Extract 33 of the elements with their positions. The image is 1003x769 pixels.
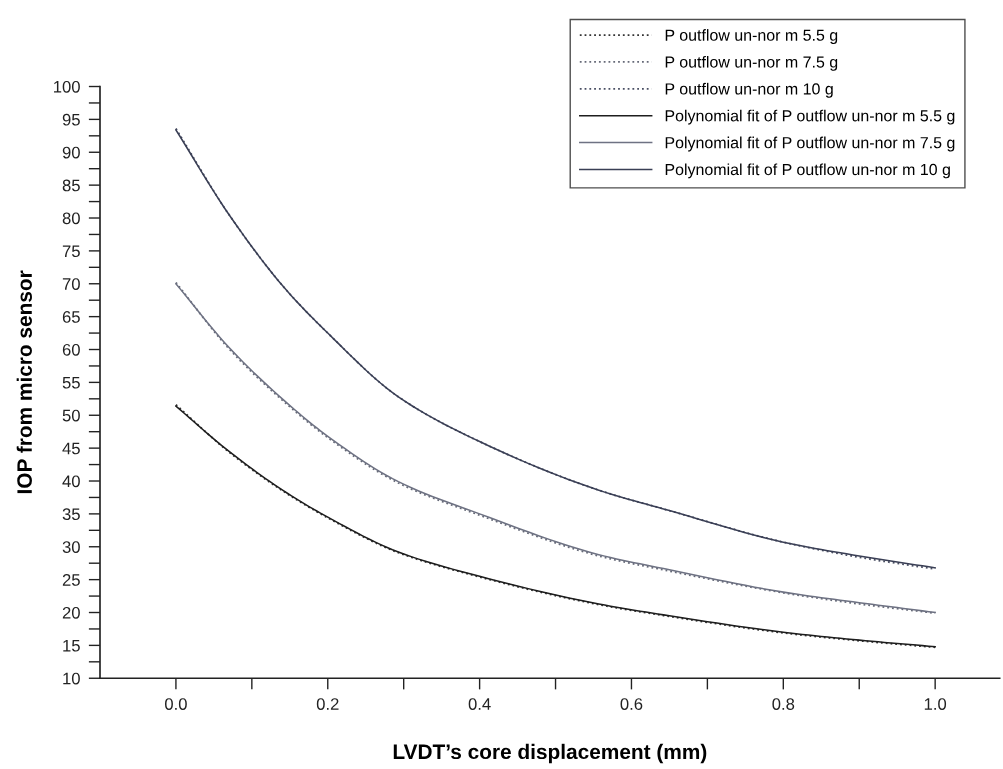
y-tick-label: 45 (62, 442, 80, 455)
y-tick-label: 25 (62, 574, 80, 586)
legend-label: Polynomial fit of P outflow un-nor m 7.5 g (665, 136, 955, 152)
x-tick-label: 1.0 (924, 698, 947, 710)
y-tick-label: 65 (62, 311, 80, 323)
y-tick-label: 15 (63, 639, 80, 652)
x-tick-label: 0.6 (620, 698, 643, 710)
y-tick-label: 85 (62, 179, 80, 192)
legend-label: P outflow un-nor m 10 g (665, 82, 833, 98)
y-axis-title: IOP from micro sensor (16, 270, 32, 494)
y-tick-label: 70 (62, 278, 80, 290)
y-tick-label: 75 (62, 245, 80, 258)
legend-label: Polynomial fit of P outflow un-nor m 5.5 g (665, 109, 955, 125)
x-tick-label: 0.0 (164, 698, 187, 710)
y-tick-label: 20 (62, 606, 80, 619)
y-tick-label: 50 (62, 409, 80, 422)
y-tick-label: 10 (63, 672, 80, 685)
y-tick-label: 100 (54, 80, 80, 93)
x-tick-label: 0.2 (316, 698, 339, 710)
y-tick-label: 35 (62, 508, 80, 521)
legend-label: P outflow un-nor m 5.5 g (665, 29, 838, 44)
y-tick-label: 80 (62, 212, 80, 225)
x-tick-label: 0.4 (468, 698, 491, 710)
y-tick-label: 30 (62, 541, 80, 553)
y-tick-label: 90 (62, 146, 80, 159)
y-tick-label: 60 (62, 343, 80, 356)
legend-label: P outflow un-nor m 7.5 g (665, 55, 838, 71)
x-axis-title: LVDT’s core displacement (mm) (393, 743, 707, 764)
y-tick-label: 40 (62, 475, 80, 488)
y-tick-label: 95 (62, 113, 80, 126)
legend-label: Polynomial fit of P outflow un-nor m 10 g (665, 163, 950, 179)
y-tick-label: 55 (62, 376, 80, 389)
x-tick-label: 0.8 (772, 698, 795, 710)
